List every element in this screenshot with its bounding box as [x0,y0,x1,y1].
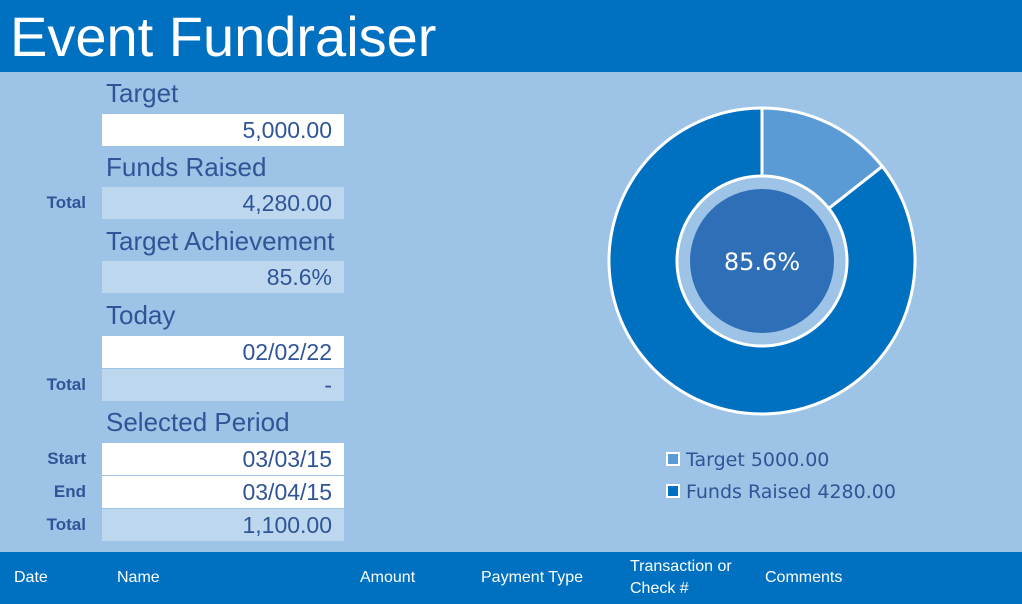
column-header[interactable]: Amount [360,569,416,586]
cell[interactable]: 02/02/22 [102,336,344,368]
row-label: Total [46,515,86,534]
row-label: Start [47,449,86,468]
cell[interactable]: 4,280.00 [102,187,344,219]
column-header[interactable]: Name [117,569,160,586]
column-header[interactable]: Comments [765,569,843,586]
field-label: Funds Raised [106,152,267,182]
field-label: Target [106,78,179,108]
cell[interactable]: 5,000.00 [102,114,344,146]
title: Event Fundraiser [10,5,437,68]
row-label: Total [46,375,86,394]
column-header[interactable]: Transaction or Check # [630,558,732,597]
column-header[interactable]: Payment Type [481,569,583,586]
cell[interactable]: 1,100.00 [102,509,344,541]
center-disc [690,189,834,333]
table-header: Date Name Amount Payment Type Transaction or… [0,552,1022,604]
row-label: Total [46,193,86,212]
cell[interactable]: - [102,369,344,401]
legend-label: Target 5000.00 [685,449,829,471]
donut-chart: Target 5000.00 Funds Raised 4280.00 85.6% [607,106,917,503]
field-label: Target Achievement [106,226,335,256]
legend-label: Funds Raised 4280.00 [686,481,896,503]
cell[interactable]: 85.6% [102,261,344,293]
column-header[interactable]: Date [14,569,48,586]
cell[interactable]: 03/03/15 [102,443,344,475]
legend-swatch [666,484,680,498]
cell[interactable]: 03/04/15 [102,476,344,508]
title-bar: Event Fundraiser [0,0,1022,72]
field-label: Selected Period [106,407,290,437]
center-label: 85.6% [724,248,800,276]
donut-slice [607,106,917,416]
legend-swatch [666,452,680,466]
field-label: Today [106,300,176,330]
row-label: End [53,482,86,501]
